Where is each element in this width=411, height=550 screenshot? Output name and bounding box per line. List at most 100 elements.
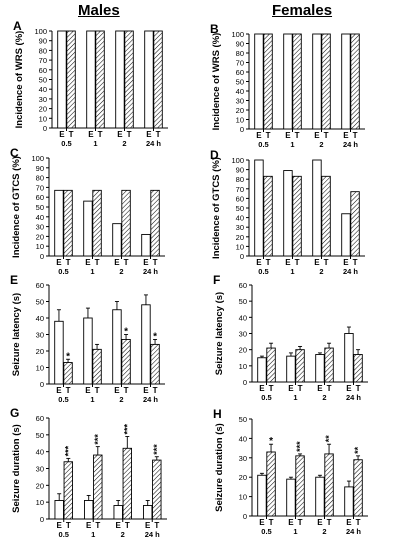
x-tick-label: 0.5 <box>58 267 68 276</box>
bar-label: T <box>324 131 329 140</box>
x-tick-label: 2 <box>322 393 326 402</box>
bar-e <box>312 33 322 130</box>
bar-label: T <box>66 386 71 395</box>
bar-e <box>141 233 151 257</box>
bar-t <box>93 454 103 520</box>
bar-t <box>295 349 305 383</box>
significance-marker: *** <box>93 434 103 445</box>
bar-label: E <box>259 518 265 527</box>
y-tick-label: 90 <box>236 40 244 49</box>
bar-label: E <box>317 384 323 393</box>
y-tick-label: 40 <box>236 87 244 96</box>
y-tick-label: 20 <box>239 346 247 355</box>
x-tick-label: 1 <box>293 393 297 402</box>
y-tick-label: 20 <box>36 347 44 356</box>
bar-e <box>144 30 154 129</box>
bar-label: T <box>95 386 100 395</box>
bar-t <box>121 189 131 257</box>
bar-label: T <box>298 518 303 527</box>
panel-label: D <box>210 148 219 162</box>
bar-e <box>112 223 122 257</box>
y-tick-label: 70 <box>236 185 244 194</box>
y-axis-label: Seizure latency (s) <box>11 293 22 376</box>
bar-e <box>254 33 264 130</box>
bar-t <box>150 189 160 257</box>
x-tick-label: 2 <box>322 527 326 536</box>
significance-marker: *** <box>63 445 73 456</box>
y-tick-label: 30 <box>239 454 247 463</box>
y-tick-label: 60 <box>239 281 247 290</box>
bar-label: E <box>114 386 120 395</box>
y-axis-label: Seizure latency (s) <box>214 292 225 375</box>
bar-t <box>324 347 334 383</box>
y-tick-label: 20 <box>36 481 44 490</box>
bar-label: E <box>285 131 291 140</box>
significance-marker: ** <box>324 435 334 443</box>
bar-t <box>63 189 73 257</box>
x-tick-label: 0.5 <box>58 395 68 404</box>
bar-e <box>254 159 264 257</box>
bar-e <box>113 505 123 520</box>
bar-label: E <box>56 386 62 395</box>
bar-t <box>324 453 334 517</box>
bar-label: T <box>327 518 332 527</box>
bar-label: T <box>66 521 71 530</box>
bar-label: T <box>125 521 130 530</box>
bar-t <box>350 191 360 257</box>
bar-t <box>292 33 302 130</box>
bar-label: T <box>266 131 271 140</box>
bar-e <box>315 354 325 383</box>
y-axis-label: Incidence of GTCS (%) <box>211 157 222 259</box>
y-tick-label: 60 <box>36 193 44 202</box>
panel-label: G <box>10 406 19 420</box>
significance-marker: *** <box>122 424 132 435</box>
bar-label: E <box>146 130 152 139</box>
bar-label: E <box>143 258 149 267</box>
y-tick-label: 10 <box>236 242 244 251</box>
bar-t <box>152 459 162 520</box>
x-tick-label: 1 <box>293 527 297 536</box>
y-tick-label: 60 <box>36 414 44 423</box>
bar-label: E <box>343 131 349 140</box>
bar-t <box>153 30 163 129</box>
bar-e <box>86 30 96 129</box>
y-tick-label: 80 <box>236 175 244 184</box>
bar-e <box>142 505 153 520</box>
y-tick-label: 50 <box>236 204 244 213</box>
bar-label: T <box>356 384 361 393</box>
y-tick-label: 0 <box>40 380 44 389</box>
y-axis-label: Seizure duration (s) <box>214 423 225 512</box>
y-tick-label: 30 <box>36 465 44 474</box>
y-tick-label: 30 <box>236 97 244 106</box>
y-tick-label: 90 <box>36 164 44 173</box>
bar-label: E <box>346 384 352 393</box>
bar-label: E <box>256 258 262 267</box>
bar-label: T <box>356 518 361 527</box>
bar-label: E <box>317 518 323 527</box>
bar-e <box>115 30 125 129</box>
x-tick-label: 2 <box>319 140 323 149</box>
bar-t <box>266 451 276 517</box>
y-tick-label: 20 <box>236 106 244 115</box>
y-tick-label: 10 <box>39 114 47 123</box>
significance-marker: * <box>124 327 128 338</box>
x-tick-label: 2 <box>119 395 123 404</box>
bar-label: T <box>124 258 129 267</box>
bar-e <box>83 317 93 385</box>
bar-t <box>353 459 363 517</box>
bar-label: T <box>266 258 271 267</box>
y-tick-label: 40 <box>36 314 44 323</box>
bar-e <box>54 320 64 385</box>
y-tick-label: 20 <box>36 232 44 241</box>
x-tick-label: 2 <box>122 139 126 148</box>
y-tick-label: 50 <box>39 76 47 85</box>
significance-marker: *** <box>295 441 305 452</box>
bar-e <box>54 500 64 520</box>
bar-label: T <box>95 258 100 267</box>
bar-t <box>292 175 302 257</box>
